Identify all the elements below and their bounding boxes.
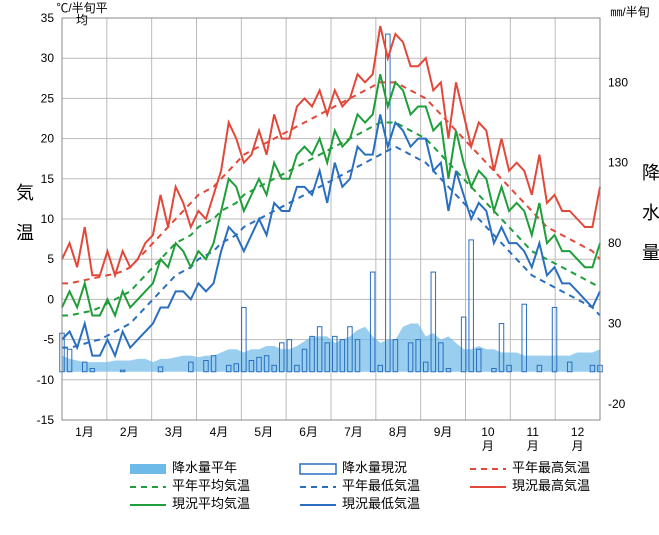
right-axis-title: 水: [642, 203, 659, 223]
legend-label: 平年最高気温: [512, 460, 590, 475]
x-tick: 11: [527, 425, 540, 439]
y-right-tick: 30: [608, 317, 622, 331]
x-tick: 2月: [120, 425, 139, 439]
x-tick: 月: [527, 439, 539, 453]
left-axis-title: 気: [16, 183, 34, 203]
chart-svg: -15 -10 -5 0 5 10 15 20 25 30 35 -20 30 80 130 180 1月 2月 3…: [0, 0, 659, 535]
x-tick: 7月: [344, 425, 363, 439]
legend-label: 現況平均気温: [172, 496, 250, 511]
x-tick: 9月: [434, 425, 453, 439]
y-right-tick: -20: [608, 397, 626, 411]
legend: 降水量平年 降水量現況 平年最高気温平年平均気温 平年最低気温 現況最高気温現況平均気温…: [130, 460, 590, 511]
y-left-tick: 20: [41, 132, 55, 146]
x-tick: 8月: [389, 425, 408, 439]
y-left-tick: -5: [43, 333, 54, 347]
climate-chart: -15 -10 -5 0 5 10 15 20 25 30 35 -20 30 80 130 180 1月 2月 3…: [0, 0, 659, 535]
y-left-tick: 15: [41, 172, 55, 186]
right-axis-title: 降: [642, 163, 659, 183]
x-tick: 6月: [299, 425, 318, 439]
x-tick: 12: [571, 425, 585, 439]
right-unit-top: ㎜/半旬: [610, 5, 649, 19]
y-right-tick: 80: [608, 236, 622, 250]
legend-label: 平年最低気温: [342, 478, 420, 493]
x-tick: 4月: [210, 425, 229, 439]
x-tick: 月: [572, 439, 584, 453]
legend-label: 降水量平年: [172, 460, 237, 475]
y-right-tick: 130: [608, 156, 628, 170]
legend-label: 現況最高気温: [512, 478, 590, 493]
legend-label: 平年平均気温: [172, 478, 250, 493]
y-left-tick: 25: [41, 91, 55, 105]
y-left-tick: 10: [41, 212, 55, 226]
y-left-tick: 35: [41, 11, 55, 25]
y-left-tick: 0: [47, 292, 54, 306]
legend-label: 現況最低気温: [342, 496, 420, 511]
y-left-tick: 30: [41, 51, 55, 65]
y-left-tick: -15: [37, 413, 55, 427]
y-right-tick: 180: [608, 75, 628, 89]
y-left-tick: 5: [47, 252, 54, 266]
x-tick: 5月: [254, 425, 273, 439]
x-tick: 1月: [75, 425, 94, 439]
x-tick: 月: [482, 439, 494, 453]
right-axis-title: 量: [642, 243, 659, 263]
x-tick: 10: [481, 425, 495, 439]
left-unit-top: 均: [76, 13, 88, 27]
y-left-tick: -10: [37, 373, 55, 387]
left-axis-title: 温: [16, 223, 34, 243]
legend-label: 降水量現況: [342, 460, 407, 475]
x-tick: 3月: [165, 425, 184, 439]
